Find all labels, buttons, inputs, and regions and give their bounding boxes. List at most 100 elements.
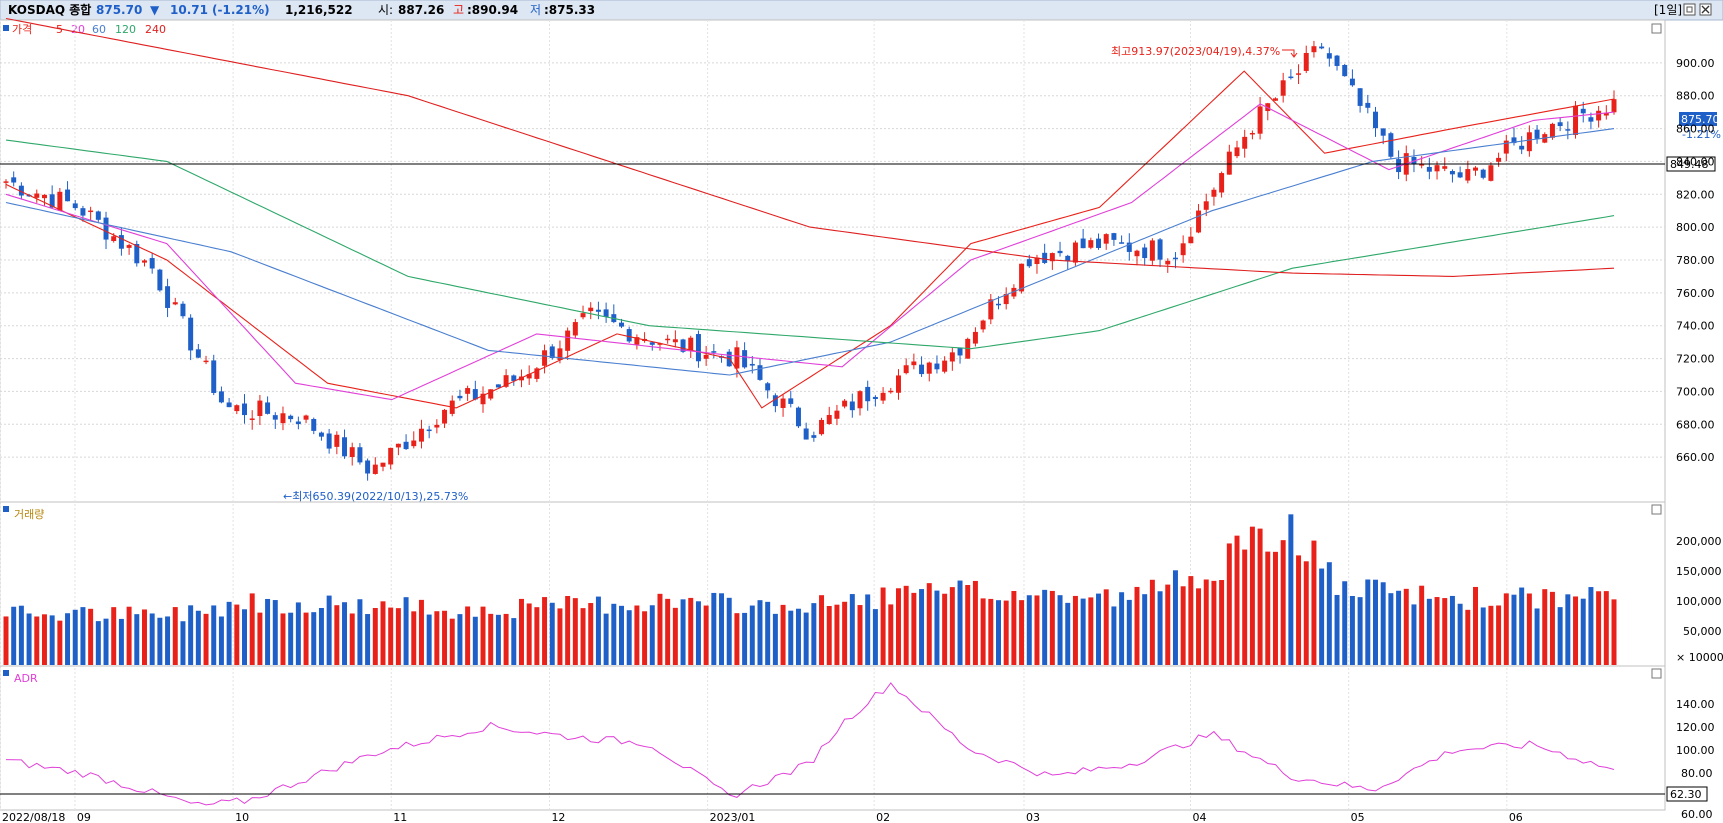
volume-bar [1172, 570, 1178, 665]
candle-body [1442, 166, 1448, 169]
candle-body [926, 362, 932, 374]
restore-window-icon[interactable] [1683, 3, 1696, 16]
candle-body [480, 393, 486, 405]
candle-body [534, 368, 540, 379]
volume-bar [1511, 594, 1517, 665]
price-tick-label: 760.00 [1676, 287, 1715, 300]
volume-bar [1342, 581, 1348, 665]
candle-body [934, 363, 940, 370]
volume-bar [1565, 594, 1571, 665]
volume-bar [780, 604, 786, 665]
volume-bar [342, 602, 348, 665]
max-arrow-icon [1282, 49, 1298, 58]
volume-bar [326, 595, 332, 665]
header-change: 10.71 [170, 3, 208, 17]
volume-tick-1: 150,000 [1676, 565, 1722, 578]
volume-bar [472, 616, 478, 665]
volume-bar [395, 608, 401, 665]
volume-bar [834, 604, 840, 665]
candle-body [465, 388, 471, 394]
volume-bar [234, 604, 240, 665]
candle-body [895, 375, 901, 393]
volume-bar [49, 615, 55, 665]
volume-bar [665, 598, 671, 665]
ma120-legend: 120 [115, 23, 136, 36]
adr-tick-1: 120.00 [1676, 721, 1715, 734]
candle-body [418, 428, 424, 442]
volume-legend-marker [3, 506, 9, 512]
volume-bar [996, 600, 1001, 665]
volume-bar [911, 592, 917, 665]
volume-bar [1157, 591, 1163, 665]
volume-bar [265, 598, 271, 665]
price-tick-label: 720.00 [1676, 353, 1715, 366]
candle-body [996, 303, 1001, 306]
candle-body [1096, 238, 1102, 248]
candle-body [1319, 46, 1325, 49]
volume-bar [1465, 609, 1471, 665]
volume-bar [572, 598, 578, 665]
volume-bar [1457, 603, 1463, 665]
volume-bar [1242, 549, 1248, 665]
volume-bar [1373, 579, 1378, 665]
volume-bar [3, 616, 9, 665]
candle-body [888, 390, 894, 393]
adr-panel-toggle-icon[interactable] [1651, 668, 1662, 679]
candle-body [80, 208, 86, 216]
candle-body [703, 354, 709, 359]
volume-bar [1088, 597, 1094, 665]
candle-body [1288, 76, 1294, 79]
candle-body [1234, 147, 1240, 157]
price-tick-label: 860.00 [1676, 123, 1715, 136]
volume-bar [1388, 593, 1394, 665]
candle-body [711, 351, 717, 353]
volume-bar [788, 610, 794, 665]
candle-body [242, 403, 247, 416]
min-annotation: ←최저650.39(2022/10/13),25.73% [283, 490, 468, 503]
adr-tick-3: 80.00 [1681, 767, 1713, 780]
candle-body [141, 260, 147, 263]
volume-bar [580, 608, 586, 665]
volume-bar [1049, 590, 1055, 665]
volume-bar [1580, 598, 1586, 665]
adr-tick-4: 60.00 [1681, 808, 1713, 821]
ma5-legend: 5 [56, 23, 63, 36]
volume-bar [134, 614, 140, 665]
x-tick-label: 2023/01 [710, 811, 756, 823]
x-axis: 2022/08/18 09 10 11 12 2023/01 02 03 04 05 06 [2, 811, 1523, 823]
volume-bar [657, 593, 663, 665]
volume-bar [242, 609, 247, 665]
volume-bar [649, 605, 655, 665]
price-panel-toggle-icon[interactable] [1651, 23, 1662, 34]
volume-bar [141, 609, 147, 665]
volume-bar [372, 608, 378, 665]
volume-bar [80, 607, 86, 665]
price-reference-tag [1666, 156, 1716, 172]
volume-bar [826, 605, 832, 665]
period-button[interactable]: [1일] [1654, 3, 1682, 17]
marks-layer [3, 40, 1617, 665]
volume-bar [1442, 598, 1448, 665]
candle-body [880, 392, 886, 401]
volume-bar [1072, 595, 1078, 665]
price-tick-label: 880.00 [1676, 90, 1715, 103]
candle-body [403, 441, 409, 450]
volume-bar [765, 601, 771, 665]
volume-bar [1096, 593, 1102, 665]
candle-body [1303, 52, 1309, 71]
volume-panel-toggle-icon[interactable] [1651, 504, 1662, 515]
candle-body [249, 418, 255, 420]
candle-body [434, 424, 440, 428]
volume-bar [1003, 600, 1009, 665]
volume-bar [488, 613, 494, 665]
volume-bar [949, 587, 955, 665]
candle-body [619, 322, 624, 327]
candle-body [1473, 167, 1479, 171]
candle-body [1142, 247, 1148, 259]
candle-body [942, 360, 948, 372]
price-legend-marker [3, 25, 9, 31]
volume-bar [180, 621, 186, 665]
candle-body [1072, 242, 1078, 263]
candle-body [1272, 98, 1278, 101]
